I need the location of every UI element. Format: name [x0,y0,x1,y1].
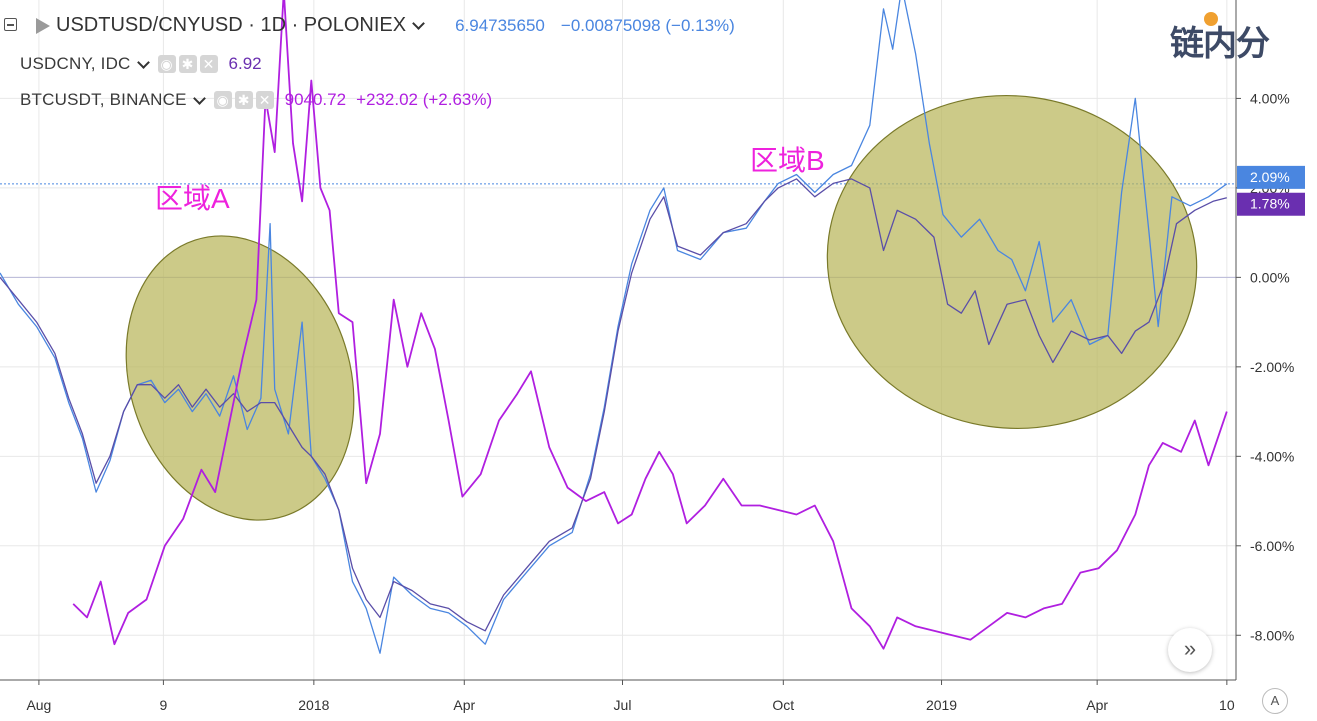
region-b-ellipse [826,95,1198,429]
overlay-symbol-btcusdt[interactable]: BTCUSDT, BINANCE [20,90,187,109]
y-tick-label: -6.00% [1250,538,1294,554]
x-tick-label: Aug [26,697,51,713]
y-tick-label: -4.00% [1250,448,1294,464]
region-a-label: 区域A [155,183,230,214]
eye-icon[interactable]: ◉ [157,55,176,73]
overlay-row-btcusdt: BTCUSDT, BINANCE ◉ ✱ ✕ 9040.72 +232.02 (… [20,90,492,110]
overlay-value-btcusdt: 9040.72 [284,90,347,109]
series-line-btcusdt[interactable] [72,0,1228,650]
gear-icon[interactable]: ✱ [178,55,197,73]
chevron-down-icon[interactable] [192,91,206,105]
price-label-box [1237,192,1305,216]
y-tick-label: -8.00% [1250,627,1294,643]
chevron-down-icon[interactable] [412,17,425,30]
x-tick-label: 9 [160,697,168,713]
x-tick-label: 10 [1219,697,1235,713]
price-label-text: 1.78% [1250,196,1290,212]
x-tick-label: Apr [1086,697,1108,713]
x-tick-label: 2019 [926,697,957,713]
x-tick-label: 2018 [298,697,329,713]
price-label-text: 2.09% [1250,169,1290,185]
main-symbol-label[interactable]: USDTUSD/CNYUSD · 1D · POLONIEX [56,14,407,36]
series-line-usdtusd-cnyusd[interactable] [0,0,1228,654]
price-label-box [1237,165,1305,189]
watermark-logo: 链内分 [1170,24,1270,64]
scroll-to-realtime-button[interactable]: » [1168,628,1212,672]
overlay-symbol-usdcny[interactable]: USDCNY, IDC [20,54,131,73]
region-b-label: 区域B [750,145,825,176]
close-icon[interactable]: ✕ [255,91,274,109]
main-symbol-row: USDTUSD/CNYUSD · 1D · POLONIEX 6.9473565… [36,14,735,37]
x-tick-label: Apr [453,697,475,713]
overlay-row-usdcny: USDCNY, IDC ◉ ✱ ✕ 6.92 [20,54,262,74]
region-a-ellipse [125,235,355,521]
overlay-value-usdcny: 6.92 [228,54,262,73]
main-value: 6.94735650 [455,15,545,35]
close-icon[interactable]: ✕ [199,55,218,73]
x-tick-label: Oct [772,697,794,713]
auto-scale-button[interactable]: A [1262,688,1288,714]
x-tick-label: Jul [614,697,632,713]
collapse-legend-icon[interactable] [4,18,17,31]
y-tick-label: 0.00% [1250,269,1290,285]
y-tick-label: -2.00% [1250,359,1294,375]
overlay-change-btcusdt: +232.02 (+2.63%) [356,90,493,109]
logo-dot-icon [1204,12,1218,26]
series-line-usdcny[interactable] [0,178,1227,632]
y-tick-label: 4.00% [1250,90,1290,106]
chevron-down-icon[interactable] [136,55,150,69]
flag-icon [36,17,50,34]
main-change: −0.00875098 (−0.13%) [560,15,735,35]
gear-icon[interactable]: ✱ [234,91,253,109]
eye-icon[interactable]: ◉ [213,91,232,109]
